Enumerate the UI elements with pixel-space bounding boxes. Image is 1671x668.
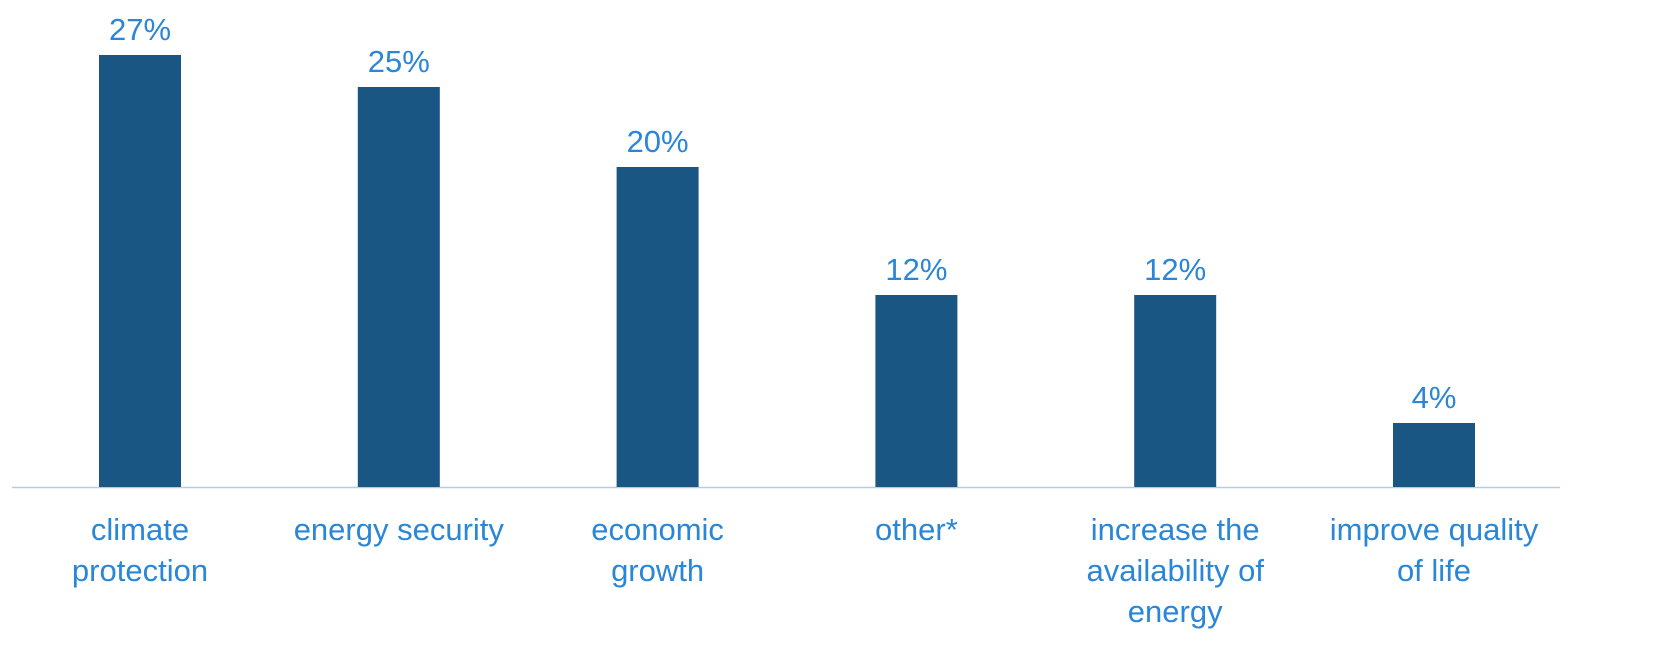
bar-5: [1393, 423, 1475, 487]
bar-value-label-0: 27%: [109, 12, 171, 47]
bar-value-label-5: 4%: [1412, 380, 1457, 415]
bar-3: [875, 295, 958, 487]
category-label-5-line-0: improve quality: [1330, 512, 1539, 547]
category-label-2-line-1: growth: [611, 553, 704, 588]
bar-1: [357, 87, 440, 487]
category-label-1: energy security: [294, 512, 505, 547]
bar-value-label-2: 20%: [627, 124, 689, 159]
category-labels-group: climate protection energy security economic…: [72, 512, 1539, 629]
category-label-4-line-0: increase the: [1091, 512, 1260, 547]
category-label-4-line-2: energy: [1128, 594, 1223, 629]
category-label-2-line-0: economic: [591, 512, 724, 547]
category-label-3: other*: [875, 512, 958, 547]
category-label-1-line-0: energy security: [294, 512, 505, 547]
bar-4: [1134, 295, 1217, 487]
bar-value-label-4: 12%: [1144, 252, 1206, 287]
category-label-0: climate protection: [72, 512, 208, 588]
bar-value-label-3: 12%: [885, 252, 947, 287]
category-label-2: economic growth: [591, 512, 724, 588]
category-label-0-line-1: protection: [72, 553, 208, 588]
value-labels-group: 27% 25% 20% 12% 12% 4%: [109, 12, 1456, 415]
category-label-4-line-1: availability of: [1086, 553, 1264, 588]
bars-group: [99, 55, 1475, 487]
bar-0: [99, 55, 181, 487]
bar-value-label-1: 25%: [368, 44, 430, 79]
bar-2: [616, 167, 699, 487]
category-label-0-line-0: climate: [91, 512, 189, 547]
category-label-4: increase the availability of energy: [1086, 512, 1264, 629]
category-label-3-line-0: other*: [875, 512, 958, 547]
category-label-5-line-1: of life: [1397, 553, 1471, 588]
category-label-5: improve quality of life: [1330, 512, 1539, 588]
